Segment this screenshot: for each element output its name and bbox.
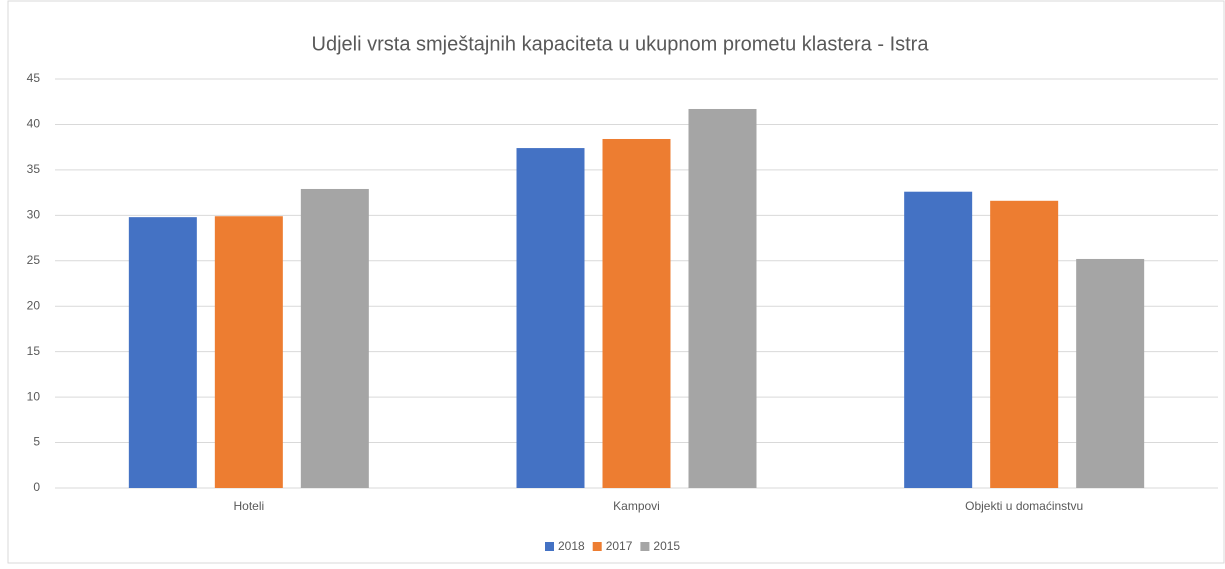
legend-swatch: [592, 542, 602, 551]
bar: [214, 216, 283, 488]
bar: [904, 191, 973, 489]
y-tick-label: 5: [33, 435, 40, 449]
bar: [516, 148, 585, 488]
bar: [602, 138, 671, 488]
x-tick-label: Hoteli: [233, 499, 264, 513]
legend-label: 2017: [606, 539, 633, 553]
y-tick-label: 40: [27, 117, 41, 131]
y-tick-label: 30: [27, 208, 41, 222]
y-tick-label: 0: [33, 480, 40, 494]
bar: [1076, 258, 1145, 488]
bar: [300, 188, 369, 488]
x-tick-label: Kampovi: [613, 499, 660, 513]
legend-label: 2018: [558, 539, 585, 553]
y-tick-label: 25: [27, 253, 41, 267]
y-tick-label: 20: [27, 298, 41, 312]
legend-label: 2015: [653, 539, 680, 553]
legend-swatch: [640, 542, 650, 551]
chart-title: Udjeli vrsta smještajnih kapaciteta u uk…: [312, 33, 930, 55]
bar: [688, 108, 757, 488]
y-tick-label: 45: [27, 71, 41, 85]
x-tick-label: Objekti u domaćinstvu: [965, 499, 1083, 513]
legend-swatch: [545, 542, 554, 551]
y-tick-label: 15: [27, 344, 41, 358]
y-tick-label: 10: [27, 389, 41, 403]
bar: [990, 200, 1059, 488]
bar: [128, 217, 197, 488]
y-tick-label: 35: [27, 162, 41, 176]
